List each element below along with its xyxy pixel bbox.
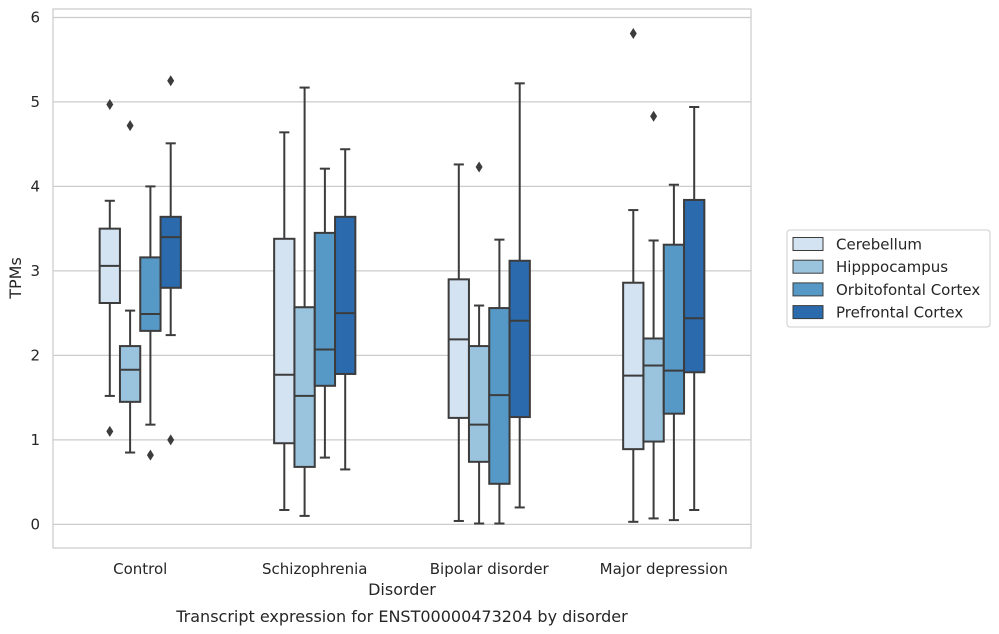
legend-frame — [786, 229, 991, 328]
legend-label: Cerebellum — [836, 236, 922, 254]
box-group — [662, 183, 686, 522]
x-axis-label: Disorder — [368, 580, 436, 599]
outlier-point — [126, 120, 134, 132]
box — [273, 237, 296, 445]
box-group — [488, 238, 511, 525]
outlier-point — [629, 28, 637, 39]
x-axis-ticks: Control Schizophrenia Bipolar disorder Majo… — [113, 560, 728, 578]
box-group — [293, 86, 316, 517]
box — [662, 243, 686, 415]
box — [642, 337, 665, 443]
box — [467, 345, 491, 463]
legend-swatch — [792, 305, 824, 320]
x-tick-label: Major depression — [600, 560, 728, 578]
box-group — [683, 106, 706, 511]
y-tick-label: 1 — [30, 431, 40, 449]
x-tick-label: Bipolar disorder — [430, 560, 550, 578]
box — [139, 256, 162, 332]
box-group — [622, 28, 645, 523]
box-group — [447, 163, 470, 522]
box — [622, 281, 645, 451]
outlier-point — [650, 110, 658, 122]
outlier-point — [146, 449, 154, 461]
box — [683, 198, 706, 374]
legend-label: Orbitofontal Cortex — [836, 281, 980, 299]
x-tick-label: Control — [113, 560, 167, 578]
legend-swatch — [792, 282, 824, 297]
box — [313, 231, 337, 387]
box-group — [273, 131, 296, 511]
outlier-point — [167, 434, 175, 446]
legend-swatch — [792, 259, 824, 274]
box-group — [642, 110, 665, 520]
box-group — [139, 185, 162, 461]
y-tick-label: 0 — [30, 515, 40, 533]
box — [159, 215, 182, 289]
box — [334, 215, 357, 375]
legend-label: Hipppocampus — [836, 258, 948, 276]
plot-frame — [52, 8, 752, 549]
x-tick-label: Schizophrenia — [262, 560, 367, 578]
chart-caption: Transcript expression for ENST0000047320… — [175, 607, 628, 626]
box — [508, 259, 531, 419]
legend-label: Prefrontal Cortex — [836, 304, 963, 322]
outlier-point — [167, 75, 175, 87]
legend-swatch — [792, 237, 824, 251]
outlier-point — [475, 161, 483, 173]
y-tick-label: 6 — [30, 8, 40, 26]
box-group — [467, 161, 491, 525]
box-group — [508, 82, 531, 509]
box-group — [159, 75, 182, 446]
y-axis-label: TPMs — [6, 257, 25, 300]
box — [447, 278, 470, 419]
box-group — [118, 120, 142, 454]
outlier-point — [106, 425, 114, 437]
legend: Cerebellum Hipppocampus Orbitofontal Corte… — [786, 229, 991, 328]
y-tick-label: 2 — [30, 346, 40, 364]
y-tick-label: 5 — [30, 93, 40, 111]
box-group — [98, 98, 121, 437]
boxes — [98, 28, 706, 525]
box-group — [334, 148, 357, 471]
box — [293, 306, 316, 468]
box-group — [313, 167, 337, 459]
y-axis-ticks: 0 1 2 3 4 5 6 — [30, 8, 40, 533]
outlier-point — [106, 98, 114, 110]
box — [118, 345, 142, 403]
y-tick-label: 3 — [30, 262, 40, 280]
y-tick-label: 4 — [30, 177, 40, 195]
